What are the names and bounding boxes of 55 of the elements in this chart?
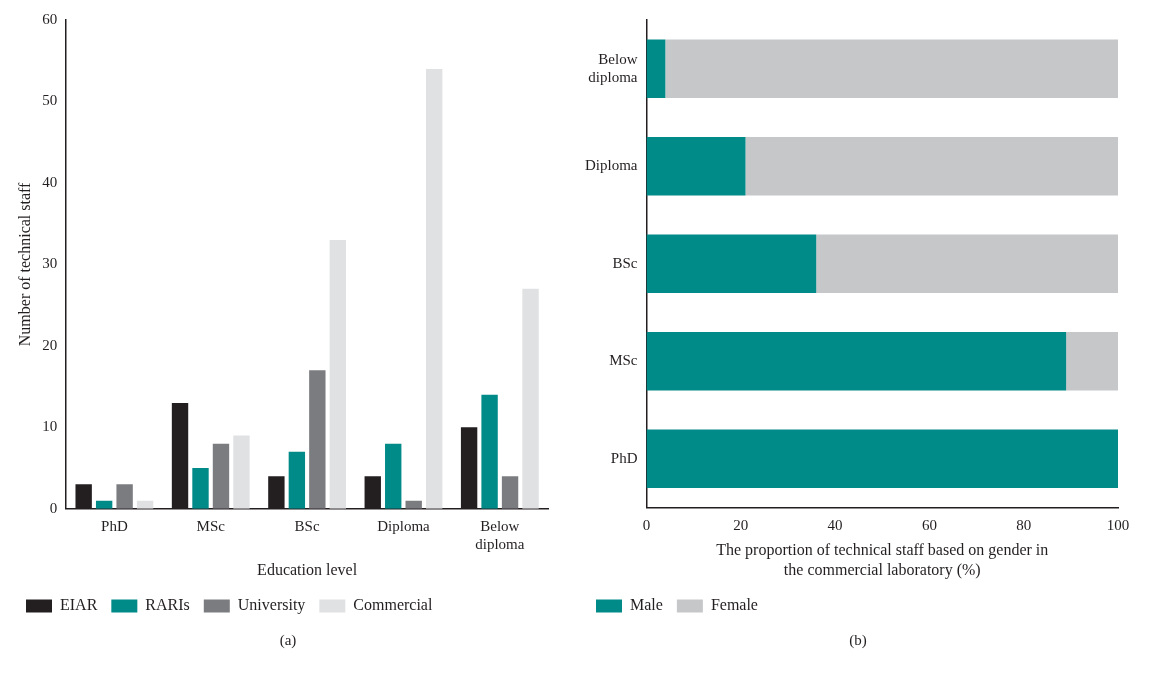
bar	[522, 288, 539, 509]
bar	[646, 234, 817, 294]
y-tick-label: MSc	[609, 352, 638, 369]
y-tick-label: 50	[42, 92, 58, 109]
bar	[288, 451, 306, 509]
bar	[212, 443, 230, 509]
bar	[745, 137, 1118, 196]
legend-label: Male	[630, 596, 663, 614]
y-tick-label: Below diploma	[588, 50, 638, 85]
x-tick-label: MSc	[196, 517, 226, 534]
legend-label: University	[237, 596, 306, 615]
y-tick-label: Diploma	[584, 157, 638, 174]
bar	[646, 332, 1067, 391]
x-tick-label: 100	[1106, 516, 1130, 533]
x-tick-label: 80	[1016, 516, 1032, 533]
legend-label: EIAR	[60, 596, 98, 614]
x-axis-title: Education level	[257, 560, 358, 578]
bar	[481, 394, 498, 509]
bar	[309, 370, 326, 509]
x-tick-label: Diploma	[377, 517, 431, 534]
bar	[329, 239, 347, 509]
bar	[233, 435, 250, 509]
y-tick-label: PhD	[610, 449, 638, 466]
x-tick-label: 20	[733, 516, 749, 533]
bar	[816, 234, 1118, 294]
x-tick-label: PhD	[101, 517, 128, 534]
legend-label: RARIs	[145, 596, 190, 614]
y-tick-label: 0	[49, 499, 58, 516]
bar	[501, 476, 519, 509]
bar	[192, 468, 209, 509]
bar	[385, 443, 402, 509]
legend-label: Commercial	[353, 596, 433, 614]
y-axis-title: Number of technical staff	[15, 181, 33, 347]
bar	[1066, 332, 1118, 391]
x-axis-title: The proportion of technical staff based on gender in the commercial laboratory (%)	[716, 541, 1049, 579]
x-tick-label: 40	[827, 516, 843, 533]
y-tick-label: 10	[42, 418, 58, 435]
y-tick-label: 20	[42, 336, 58, 353]
x-tick-label: 60	[921, 516, 937, 533]
bar	[646, 137, 746, 196]
y-tick-label: 60	[42, 10, 58, 27]
bar	[646, 39, 666, 99]
bar	[646, 429, 1118, 489]
y-tick-label: 30	[42, 255, 58, 272]
y-tick-label: 40	[42, 173, 58, 190]
legend-label: Female	[710, 596, 758, 614]
bar	[116, 484, 133, 509]
x-tick-label: 0	[642, 516, 651, 533]
x-tick-label: BSc	[294, 517, 320, 534]
x-tick-label: Below diploma	[475, 517, 525, 552]
text: (b)	[849, 632, 867, 649]
bar	[665, 39, 1118, 99]
bar	[425, 68, 443, 509]
y-tick-label: BSc	[612, 254, 638, 271]
text: (a)	[279, 632, 297, 649]
